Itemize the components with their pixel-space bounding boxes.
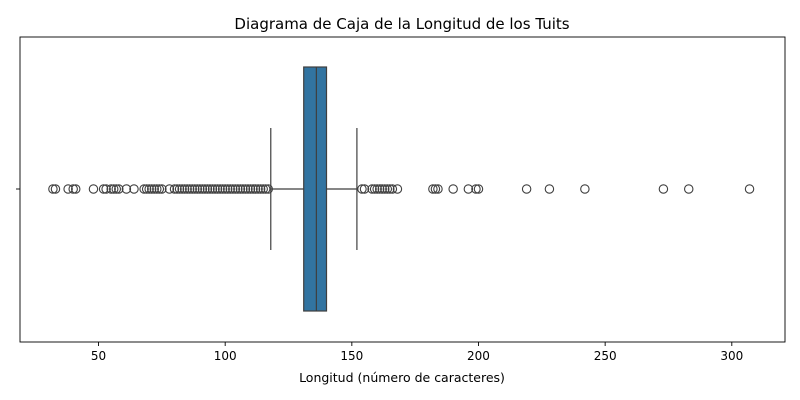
x-axis-label: Longitud (número de caracteres)	[299, 370, 505, 385]
outlier-point	[182, 184, 192, 194]
outlier-point	[146, 184, 157, 194]
outlier-point	[374, 184, 385, 194]
outlier-point	[68, 184, 78, 194]
outlier-point	[63, 184, 73, 194]
outlier-point	[243, 184, 253, 194]
outlier-point	[225, 184, 235, 194]
outlier-point	[233, 184, 243, 194]
outlier-point	[744, 184, 755, 194]
outlier-point	[114, 184, 124, 194]
outlier-point	[169, 184, 180, 194]
outlier-point	[174, 184, 185, 194]
outlier-point	[240, 184, 251, 194]
outlier-point	[200, 184, 210, 194]
outlier-point	[88, 184, 99, 194]
outlier-point	[253, 184, 263, 194]
outlier-point	[217, 184, 228, 194]
outlier-point	[220, 184, 230, 194]
outlier-point	[430, 184, 441, 194]
x-axis: 50 100 150 200 250 300	[91, 342, 743, 363]
box-iqr	[303, 66, 328, 312]
outlier-point	[683, 184, 694, 194]
outlier-point	[580, 184, 590, 194]
outlier-point	[473, 184, 484, 194]
outlier-point	[152, 184, 162, 194]
outlier-point	[111, 184, 122, 194]
outlier-point	[207, 184, 218, 194]
outlier-point	[258, 184, 268, 194]
outlier-point	[106, 184, 116, 194]
outlier-point	[197, 184, 208, 194]
outlier-point	[172, 184, 182, 194]
x-tick-label: 250	[594, 349, 617, 363]
outlier-point	[157, 184, 167, 194]
outlier-point	[245, 184, 256, 194]
outlier-point	[222, 184, 233, 194]
x-tick-label: 50	[91, 349, 106, 363]
outlier-point	[50, 184, 61, 194]
outlier-point	[357, 184, 367, 194]
outlier-point	[359, 184, 370, 194]
outlier-point	[463, 184, 474, 194]
outlier-point	[255, 184, 266, 194]
outlier-point	[392, 184, 403, 194]
outlier-point	[380, 184, 390, 194]
outlier-point	[154, 184, 165, 194]
outlier-point	[448, 184, 458, 194]
outlier-point	[177, 184, 187, 194]
outlier-point	[228, 184, 238, 194]
outlier-point	[48, 184, 58, 194]
outlier-point	[263, 184, 273, 194]
outlier-point	[230, 184, 241, 194]
outlier-point	[377, 184, 387, 194]
outlier-point	[98, 184, 109, 194]
outlier-point	[190, 184, 200, 194]
outlier-point	[210, 184, 220, 194]
outlier-point	[521, 184, 532, 194]
x-tick-label: 300	[720, 349, 743, 363]
outlier-point	[387, 184, 398, 194]
outlier-point	[121, 184, 132, 194]
outlier-point	[179, 184, 190, 194]
outlier-point	[192, 184, 203, 194]
outlier-point	[372, 184, 382, 194]
outlier-point	[108, 184, 119, 194]
outlier-point	[238, 184, 248, 194]
outlier-point	[215, 184, 225, 194]
outlier-point	[369, 184, 380, 194]
outlier-point	[149, 184, 160, 194]
outlier-point	[129, 184, 139, 194]
outlier-point	[141, 184, 152, 194]
outlier-point	[101, 184, 111, 194]
outlier-point	[471, 184, 481, 194]
outlier-point	[544, 184, 555, 194]
chart-title: Diagrama de Caja de la Longitud de los T…	[234, 15, 569, 33]
plot-area	[19, 36, 786, 343]
outlier-point	[367, 184, 377, 194]
outlier-point	[658, 184, 669, 194]
outlier-point	[382, 184, 393, 194]
x-tick-label: 100	[214, 349, 237, 363]
outlier-point	[164, 184, 175, 194]
outlier-point	[184, 184, 195, 194]
outlier-point	[139, 184, 149, 194]
plot-marks	[48, 66, 755, 312]
x-tick-label: 150	[340, 349, 363, 363]
x-tick-label: 200	[467, 349, 490, 363]
outlier-point	[260, 184, 271, 194]
outlier-point	[212, 184, 223, 194]
outlier-point	[70, 184, 81, 194]
outlier-point	[195, 184, 205, 194]
outlier-point	[205, 184, 215, 194]
outlier-point	[144, 184, 154, 194]
outlier-point	[433, 184, 443, 194]
outlier-point	[202, 184, 213, 194]
outlier-point	[385, 184, 395, 194]
outlier-point	[187, 184, 198, 194]
outlier-point	[248, 184, 258, 194]
outlier-point	[428, 184, 438, 194]
outlier-point	[235, 184, 246, 194]
outlier-point	[250, 184, 261, 194]
